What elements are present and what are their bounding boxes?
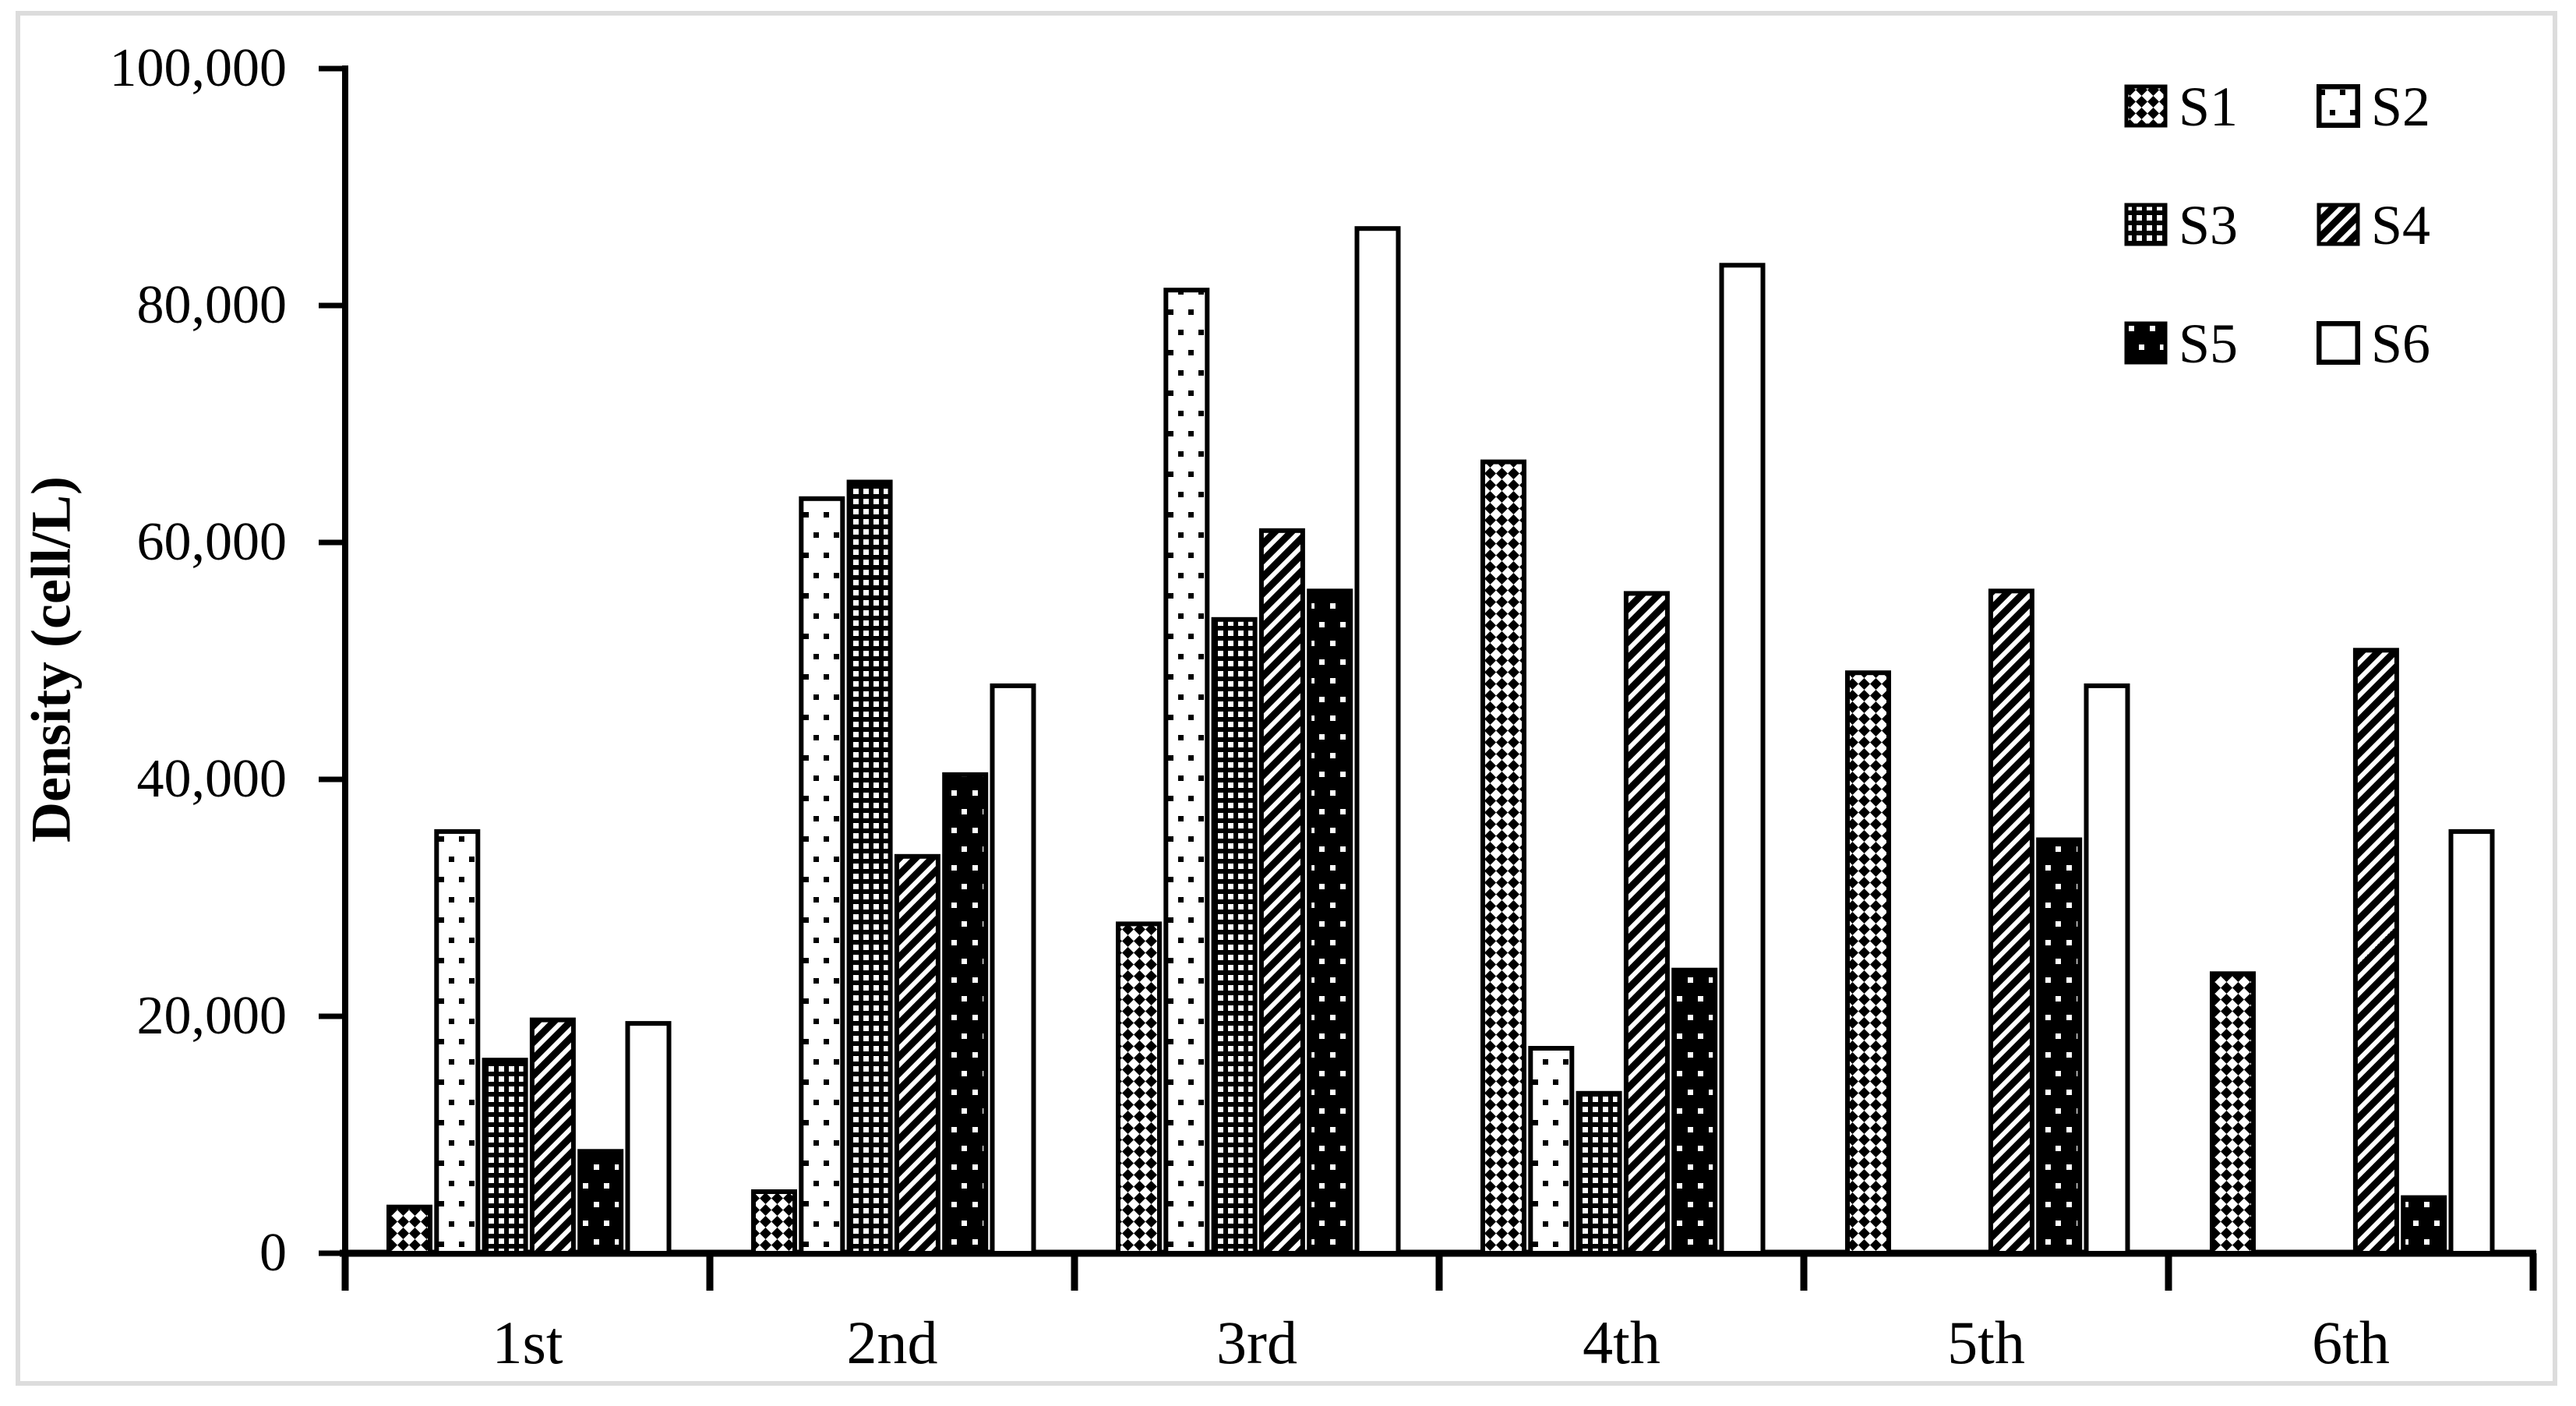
legend-swatch-s5-icon [2124,321,2168,365]
x-axis-label-4th: 4th [1583,1309,1660,1376]
bar-s6-1st [625,1021,672,1256]
bar-s1-1st [386,1204,432,1256]
y-axis-tick-label-60000: 60,000 [136,512,288,572]
bar-s6-3rd [1354,226,1401,1256]
bar-s2-1st [434,828,481,1256]
bar-s2-3rd [1163,288,1210,1256]
bar-s4-1st [529,1017,576,1256]
y-axis-tick-label-80000: 80,000 [136,275,288,335]
bar-s3-2nd [846,479,893,1256]
legend-label-s2: S2 [2371,76,2431,138]
legend-swatch-s4-icon [2317,203,2360,246]
bar-s5-3rd [1307,588,1353,1256]
bar-s6-4th [1719,263,1766,1256]
x-axis-label-1st: 1st [492,1309,563,1376]
bar-s3-3rd [1211,616,1258,1256]
bar-s3-1st [482,1058,528,1256]
legend-item-s3: S3 [2124,197,2317,321]
bar-s1-5th [1845,670,1891,1256]
legend-swatch-s6-icon [2317,321,2360,365]
bar-s6-5th [2084,683,2130,1256]
bar-s5-5th [2036,837,2083,1256]
legend-swatch-s2-icon [2317,84,2360,128]
bar-s2-2nd [799,496,845,1256]
bar-s1-4th [1480,459,1526,1256]
x-axis-label-2nd: 2nd [846,1309,938,1376]
bar-s4-4th [1623,591,1670,1256]
bar-s2-4th [1528,1046,1575,1256]
bar-s5-6th [2401,1195,2447,1256]
bar-s5-2nd [942,772,989,1256]
bar-s6-2nd [990,683,1036,1256]
bar-s1-3rd [1116,921,1162,1256]
legend-item-s1: S1 [2124,79,2317,203]
axes [319,65,2537,1291]
y-axis-tick-label-100000: 100,000 [109,38,288,98]
bar-s4-3rd [1258,528,1305,1256]
legend-swatch-s3-icon [2124,203,2168,246]
legend-label-s3: S3 [2179,194,2239,256]
bar-s1-2nd [751,1189,797,1256]
legend-item-s4: S4 [2317,197,2509,321]
legend-item-s6: S6 [2317,316,2509,440]
y-axis-tick-label-40000: 40,000 [136,749,288,809]
legend-item-s5: S5 [2124,316,2317,440]
legend-label-s5: S5 [2179,313,2239,375]
x-axis-label-6th: 6th [2312,1309,2390,1376]
legend-label-s4: S4 [2371,194,2431,256]
legend-swatch-s1-icon [2124,84,2168,128]
bar-s6-6th [2448,828,2495,1256]
bar-s4-2nd [894,853,940,1256]
bar-s5-4th [1671,967,1718,1256]
y-axis-tick-label-20000: 20,000 [136,986,288,1046]
legend: S1 S2 S3 S4 S5 [2124,79,2509,440]
legend-label-s1: S1 [2179,76,2239,138]
bar-s3-4th [1576,1090,1622,1256]
y-axis-tick-label-0: 0 [259,1223,287,1283]
bar-s4-6th [2352,648,2399,1256]
legend-label-s6: S6 [2371,313,2431,375]
bars [386,226,2495,1256]
bar-s1-6th [2210,971,2256,1256]
bar-s4-5th [1988,588,2034,1256]
bar-s5-1st [577,1149,624,1256]
x-axis-label-5th: 5th [1947,1309,2025,1376]
x-axis-label-3rd: 3rd [1216,1309,1297,1376]
legend-item-s2: S2 [2317,79,2509,203]
